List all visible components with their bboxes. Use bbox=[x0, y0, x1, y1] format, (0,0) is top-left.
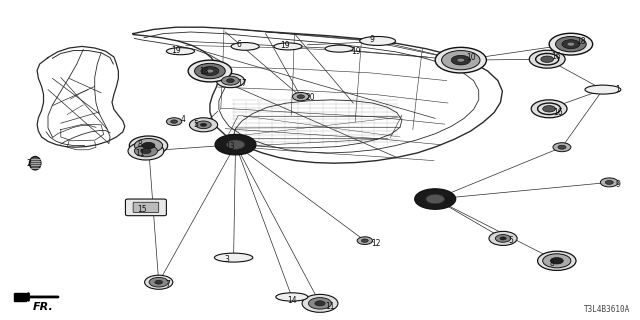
Circle shape bbox=[541, 56, 554, 62]
Circle shape bbox=[145, 275, 173, 289]
Circle shape bbox=[357, 237, 372, 244]
Circle shape bbox=[500, 237, 506, 240]
Circle shape bbox=[308, 298, 332, 309]
Circle shape bbox=[227, 140, 244, 149]
Text: 19: 19 bbox=[172, 46, 181, 55]
Circle shape bbox=[141, 148, 151, 154]
Circle shape bbox=[195, 63, 225, 79]
Text: 2: 2 bbox=[27, 159, 31, 168]
Circle shape bbox=[129, 136, 168, 155]
Text: 20: 20 bbox=[306, 93, 316, 102]
Circle shape bbox=[495, 235, 511, 242]
Circle shape bbox=[605, 180, 613, 184]
Circle shape bbox=[549, 33, 593, 55]
Polygon shape bbox=[14, 293, 26, 301]
Text: 12: 12 bbox=[371, 239, 381, 248]
Circle shape bbox=[600, 178, 618, 187]
FancyBboxPatch shape bbox=[133, 202, 159, 212]
Circle shape bbox=[227, 79, 234, 83]
Circle shape bbox=[531, 100, 567, 118]
Circle shape bbox=[189, 118, 218, 132]
Text: 11: 11 bbox=[136, 149, 145, 158]
Circle shape bbox=[451, 55, 470, 65]
Circle shape bbox=[362, 239, 368, 242]
Circle shape bbox=[562, 40, 580, 49]
Ellipse shape bbox=[231, 43, 259, 50]
Circle shape bbox=[489, 231, 517, 245]
Text: 1: 1 bbox=[616, 85, 620, 94]
Circle shape bbox=[302, 294, 338, 312]
FancyBboxPatch shape bbox=[125, 199, 166, 216]
Text: 5: 5 bbox=[509, 236, 514, 245]
Circle shape bbox=[529, 50, 565, 68]
Circle shape bbox=[297, 95, 305, 99]
Text: T3L4B3610A: T3L4B3610A bbox=[584, 305, 630, 314]
Circle shape bbox=[215, 134, 256, 155]
Circle shape bbox=[142, 142, 155, 149]
Text: 19: 19 bbox=[280, 41, 290, 50]
Ellipse shape bbox=[214, 253, 253, 262]
Circle shape bbox=[201, 67, 219, 76]
Circle shape bbox=[538, 251, 576, 270]
Text: FR.: FR. bbox=[33, 302, 54, 312]
Text: 14: 14 bbox=[287, 296, 296, 305]
Circle shape bbox=[196, 121, 211, 129]
Circle shape bbox=[415, 189, 456, 209]
Circle shape bbox=[134, 145, 157, 157]
Text: 6: 6 bbox=[237, 40, 242, 49]
Ellipse shape bbox=[274, 43, 302, 50]
Circle shape bbox=[426, 195, 444, 204]
Text: 9: 9 bbox=[616, 180, 621, 189]
Circle shape bbox=[558, 145, 566, 149]
Text: 15: 15 bbox=[138, 205, 147, 214]
Circle shape bbox=[155, 280, 163, 284]
Ellipse shape bbox=[276, 293, 308, 301]
Circle shape bbox=[567, 42, 575, 46]
Circle shape bbox=[550, 258, 563, 264]
Circle shape bbox=[556, 36, 586, 52]
Text: 17: 17 bbox=[237, 79, 246, 88]
Text: 3: 3 bbox=[224, 255, 229, 264]
Text: 10: 10 bbox=[466, 53, 476, 62]
Circle shape bbox=[292, 92, 309, 101]
Ellipse shape bbox=[360, 36, 396, 45]
Circle shape bbox=[200, 123, 207, 126]
Circle shape bbox=[171, 120, 177, 123]
Text: 7: 7 bbox=[165, 280, 170, 289]
Text: 13: 13 bbox=[225, 142, 235, 151]
Circle shape bbox=[442, 51, 480, 70]
Text: 8: 8 bbox=[138, 140, 142, 149]
Circle shape bbox=[134, 139, 163, 153]
Text: 4: 4 bbox=[180, 116, 186, 124]
Circle shape bbox=[206, 69, 214, 73]
Circle shape bbox=[435, 47, 486, 73]
Text: 16: 16 bbox=[552, 52, 561, 61]
Text: 19: 19 bbox=[351, 47, 360, 56]
Text: 18: 18 bbox=[200, 67, 209, 76]
Ellipse shape bbox=[29, 156, 41, 170]
Text: 9: 9 bbox=[370, 35, 375, 44]
Circle shape bbox=[216, 74, 244, 88]
Text: 18: 18 bbox=[576, 37, 586, 46]
Text: 13: 13 bbox=[443, 197, 452, 206]
Circle shape bbox=[553, 143, 571, 152]
Ellipse shape bbox=[585, 85, 621, 94]
Circle shape bbox=[457, 58, 465, 62]
Circle shape bbox=[166, 118, 182, 125]
Circle shape bbox=[221, 76, 239, 85]
Circle shape bbox=[543, 106, 556, 112]
Text: 8: 8 bbox=[549, 259, 554, 268]
Text: 5: 5 bbox=[193, 120, 198, 129]
Text: 16: 16 bbox=[554, 108, 563, 117]
Circle shape bbox=[315, 301, 325, 306]
Circle shape bbox=[128, 142, 164, 160]
Circle shape bbox=[149, 277, 168, 287]
Circle shape bbox=[188, 60, 232, 82]
Ellipse shape bbox=[325, 45, 353, 52]
Text: 11: 11 bbox=[325, 302, 335, 311]
Ellipse shape bbox=[166, 48, 195, 55]
Circle shape bbox=[543, 254, 571, 268]
